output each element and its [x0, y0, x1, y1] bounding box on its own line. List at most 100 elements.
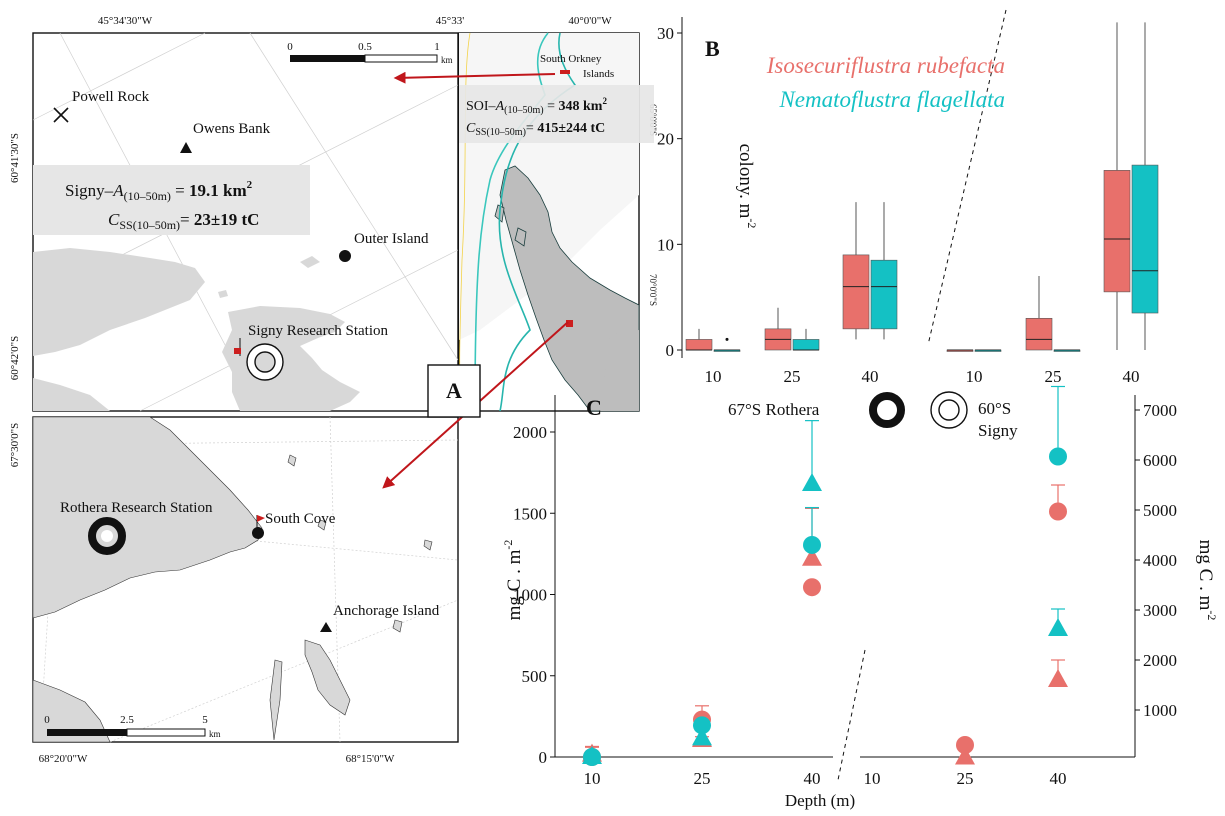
signy-lat-upper-label: 60°41'30"S — [9, 133, 21, 183]
rothera-lat-label: 67°30'0"S — [9, 423, 21, 468]
soi-area-line: SOI–A(10–50m) = 348 km2 — [466, 96, 607, 116]
chart-b-box — [1103, 170, 1131, 293]
rothera-lon-left-label: 68°20'0"W — [39, 753, 88, 765]
signy-station-flag — [234, 338, 241, 356]
chart-c-point-circle — [1049, 502, 1067, 521]
site-legend-signy-lat: 60°S — [978, 399, 1011, 418]
signy-land — [33, 248, 360, 411]
chart-b-outlier — [725, 337, 729, 341]
chart-b-box — [1131, 164, 1159, 314]
signy-scale-tick-0: 0 — [287, 41, 293, 53]
panel-a-label: A — [446, 378, 462, 403]
chart-c: C 0 500 1000 1500 2000 1000 2000 3000 4000 5000 60… — [501, 385, 1219, 810]
chart-b-ytick-label: 0 — [666, 341, 675, 360]
soi-carbon-line: CSS(10–50m)= 415±244 tC — [466, 121, 605, 138]
chart-c-xtick-label: 40 — [1050, 769, 1067, 788]
owens-bank-label: Owens Bank — [193, 121, 271, 137]
arrow-to-signy — [393, 71, 556, 84]
chart-c-xtick-label: 40 — [804, 769, 821, 788]
chart-c-xtick-label: 25 — [957, 769, 974, 788]
inset-lon-label: 40°0'0"W — [568, 15, 612, 27]
chart-c-point-circle — [693, 716, 711, 735]
chart-b-box — [1025, 317, 1053, 351]
chart-c-point-triangle — [1048, 669, 1068, 687]
rothera-station-label: Rothera Research Station — [60, 500, 213, 516]
signy-scalebar: 0 0.5 1 km — [287, 41, 452, 65]
inset-map: 40°0'0"W South Orkney Islands 65°0'0"S 7… — [458, 15, 658, 412]
signy-area-line: Signy–A(10–50m) = 19.1 km2 — [65, 179, 253, 203]
signy-lon-left-label: 45°34'30"W — [98, 15, 153, 27]
chart-c-divider — [837, 649, 866, 781]
chart-b-ytick-label: 30 — [657, 24, 674, 43]
chart-c-ytick-label-right: 3000 — [1143, 601, 1177, 620]
chart-c-ytick-label-right: 2000 — [1143, 651, 1177, 670]
chart-c-marks — [582, 385, 1068, 766]
site-legend-signy-name: Signy — [978, 421, 1018, 440]
chart-b-ytick-label: 20 — [657, 130, 674, 149]
chart-c-point-triangle — [582, 746, 602, 764]
rothera-scale-unit: km — [209, 729, 221, 739]
signy-scale-unit: km — [441, 55, 453, 65]
chart-c-ytick-label-left: 0 — [539, 748, 548, 767]
inset-mainland-south — [600, 330, 639, 411]
signy-carbon-line: CSS(10–50m)= 23±19 tC — [108, 210, 259, 232]
chart-c-ylabel-left: mg C . m-2 — [501, 540, 525, 621]
powell-rock-label: Powell Rock — [72, 89, 150, 105]
chart-c-point-triangle — [802, 473, 822, 491]
owens-bank-marker — [180, 142, 192, 153]
site-legend-rothera: 67°S Rothera — [728, 400, 820, 419]
chart-c-ytick-label-left: 500 — [522, 667, 548, 686]
site-legend-rothera-symbol — [869, 392, 905, 428]
inset-rothera-mark — [566, 320, 573, 327]
chart-c-ytick-label-right: 5000 — [1143, 501, 1177, 520]
chart-c-ylabel-right: mg C . m-2 — [1195, 540, 1219, 621]
chart-c-ytick-label-right: 6000 — [1143, 451, 1177, 470]
south-cove-label: South Cove — [265, 511, 336, 527]
signy-lat-lower-label: 60°42'0"S — [9, 336, 21, 381]
anchorage-label: Anchorage Island — [333, 603, 440, 619]
chart-b-xticks: 10 25 40 10 25 40 — [705, 367, 1140, 386]
chart-b-boxes — [685, 22, 1159, 352]
outer-island-label: Outer Island — [354, 231, 429, 247]
chart-c-xlabel: Depth (m) — [785, 791, 855, 810]
south-orkney-label-2: Islands — [583, 68, 614, 80]
chart-c-xtick-label: 10 — [584, 769, 601, 788]
signy-station-label: Signy Research Station — [248, 323, 388, 339]
rothera-site-symbol — [88, 517, 126, 555]
chart-b-axes: 0 10 20 30 — [657, 17, 683, 360]
chart-c-ytick-label-left: 2000 — [513, 423, 547, 442]
chart-c-point-circle — [956, 736, 974, 754]
anchorage-marker — [320, 622, 332, 632]
chart-c-ytick-label-right: 1000 — [1143, 701, 1177, 720]
panel-a-box — [427, 364, 481, 418]
chart-b-ytick-label: 10 — [657, 235, 674, 254]
rothera-scale-tick-2: 5 — [202, 714, 208, 726]
chart-c-point-triangle — [955, 746, 975, 765]
chart-c-point-circle — [803, 535, 821, 554]
signy-scale-tick-2: 1 — [434, 41, 440, 53]
signy-site-symbol — [246, 343, 284, 381]
rothera-scale-tick-0: 0 — [44, 714, 50, 726]
soi-info-box — [459, 85, 654, 143]
outer-island-marker — [339, 250, 351, 262]
chart-b-ylabel: colony. m-2 — [735, 144, 759, 229]
chart-b-box — [792, 339, 820, 351]
south-orkney-label-1: South Orkney — [540, 53, 602, 65]
chart-c-ytick-label-left: 1500 — [513, 504, 547, 523]
chart-b-xtick-label: 25 — [784, 367, 801, 386]
inset-orkney-mark — [560, 70, 570, 74]
panel-c-label: C — [586, 395, 602, 420]
chart-b-xtick-label: 10 — [966, 367, 983, 386]
inset-lat-lower-label: 70°0'0"S — [648, 274, 658, 306]
chart-b-xtick-label: 10 — [705, 367, 722, 386]
chart-c-ytick-label-right: 7000 — [1143, 401, 1177, 420]
chart-c-ytick-label-left: 1000 — [513, 586, 547, 605]
chart-c-point-circle — [1049, 447, 1067, 466]
signy-lon-right-label: 45°33' — [436, 15, 464, 27]
chart-c-point-triangle — [1048, 618, 1068, 636]
chart-c-point-circle — [803, 578, 821, 597]
chart-c-xtick-label: 10 — [864, 769, 881, 788]
chart-c-axes: 0 500 1000 1500 2000 1000 2000 3000 4000 5000 6000… — [513, 395, 1177, 788]
chart-c-point-triangle — [802, 547, 822, 566]
chart-c-point-triangle — [692, 727, 712, 746]
